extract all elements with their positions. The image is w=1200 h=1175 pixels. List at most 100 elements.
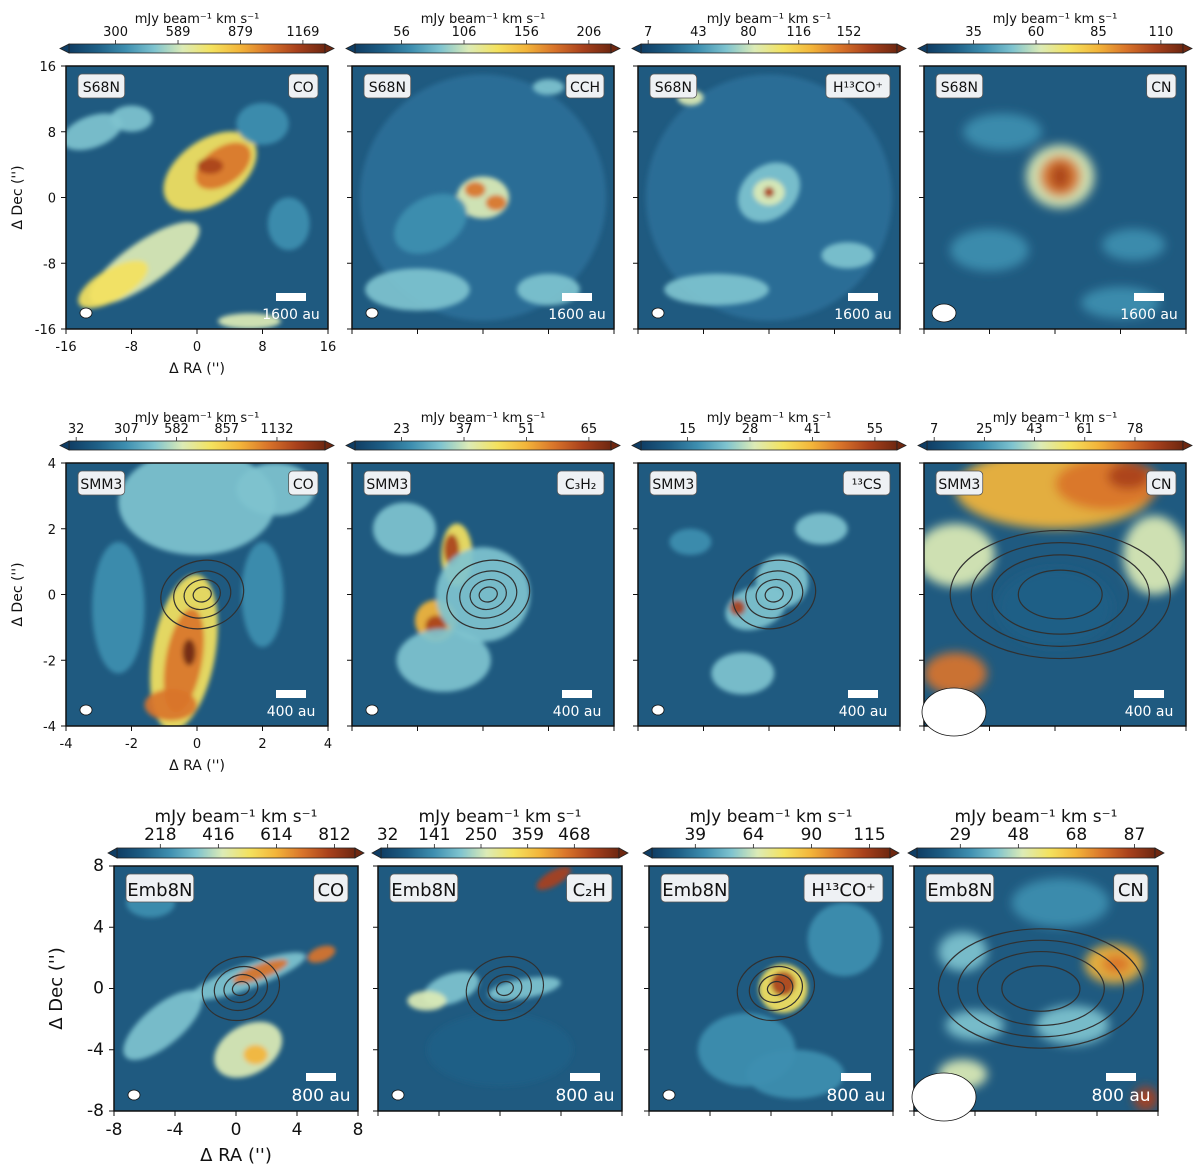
contour-line <box>160 559 245 630</box>
colorbar-tick-label: 65 <box>581 422 598 437</box>
scale-bar <box>1134 293 1164 301</box>
scale-bar-label: 800 au <box>291 1086 350 1106</box>
colorbar-tick-label: 250 <box>465 825 497 845</box>
colorbar-label: mJy beam⁻¹ km s⁻¹ <box>993 411 1118 426</box>
colorbar-tick-label: 39 <box>684 825 706 845</box>
contour-line <box>487 973 523 1004</box>
colorbar-tick-label: 32 <box>377 825 399 845</box>
scale-bar-label: 400 au <box>553 704 602 720</box>
x-tick-label: -8 <box>106 1120 123 1140</box>
line-label-box <box>313 873 349 903</box>
emission-blob <box>950 229 1029 272</box>
contour-line <box>231 980 250 997</box>
x-axis-label: Δ RA ('') <box>200 1145 272 1166</box>
emission-blob <box>1107 463 1150 490</box>
source-label: SMM3 <box>80 477 122 493</box>
emission-blob <box>144 689 197 721</box>
colorbar-tick-label: 300 <box>103 25 128 40</box>
source-label: SMM3 <box>938 477 980 493</box>
emission-blob <box>372 502 436 556</box>
scale-bar-label: 1600 au <box>548 307 606 323</box>
line-label: CN <box>1151 80 1171 96</box>
colorbar-tick-label: 43 <box>690 25 707 40</box>
colorbar-tick-label: 110 <box>1148 25 1173 40</box>
x-tick-label: -4 <box>167 1120 184 1140</box>
y-axis-label: Δ Dec ('') <box>10 165 26 229</box>
contour-line <box>736 955 816 1022</box>
x-tick-label: 8 <box>258 340 266 355</box>
source-label: Emb8N <box>927 880 992 901</box>
x-tick-label: 0 <box>231 1120 242 1140</box>
source-label: S68N <box>941 80 978 96</box>
emission-map <box>66 463 328 726</box>
source-label: SMM3 <box>652 477 694 493</box>
y-tick-label: 8 <box>93 856 104 876</box>
y-tick-label: 0 <box>48 192 56 207</box>
x-tick-label: -16 <box>55 340 76 355</box>
source-label-box <box>363 73 412 99</box>
y-axis-label: Δ Dec ('') <box>10 562 26 626</box>
emission-blob <box>795 512 848 545</box>
emission-blob <box>763 186 775 198</box>
colorbar-tick-label: 857 <box>214 422 239 437</box>
line-label-box <box>1146 73 1177 99</box>
emission-map <box>352 463 614 726</box>
colorbar-tick-label: 68 <box>1066 825 1088 845</box>
emission-blob <box>924 523 995 587</box>
emission-map <box>914 866 1158 1111</box>
source-label-box <box>660 873 730 903</box>
beam-ellipse <box>921 687 987 737</box>
source-label-box <box>389 873 459 903</box>
scale-bar <box>848 690 878 698</box>
emission-blob <box>78 260 149 309</box>
line-label: H¹³CO⁺ <box>833 80 883 96</box>
colorbar-gradient <box>916 847 1156 859</box>
emission-blob <box>163 608 205 713</box>
colorbar: mJy beam⁻¹ km s⁻¹ 35 60 85 110 <box>917 12 1193 54</box>
continuum-contours <box>937 928 1144 1049</box>
scale-bar <box>841 1073 871 1081</box>
colorbar-tick-label: 7 <box>644 25 652 40</box>
colorbar-gradient <box>926 43 1184 54</box>
emission-blob <box>110 105 153 132</box>
emission-blob <box>243 1044 268 1065</box>
colorbar-gradient <box>68 440 326 451</box>
emission-blob <box>118 463 276 556</box>
continuum-contours <box>732 559 817 630</box>
emission-blob <box>1133 1086 1158 1111</box>
x-axis-label: Δ RA ('') <box>169 361 225 377</box>
contour-line <box>748 965 803 1012</box>
colorbar-tick-label: 15 <box>679 422 696 437</box>
colorbar-tick-label: 589 <box>166 25 191 40</box>
emission-blob <box>532 79 565 95</box>
colorbar-tick-label: 90 <box>801 825 823 845</box>
colorbar-gradient <box>640 440 898 451</box>
colorbar-tick-label: 25 <box>976 422 993 437</box>
beam-ellipse <box>365 307 379 319</box>
source-label: S68N <box>83 80 120 96</box>
colorbar-tick-label: 23 <box>393 422 410 437</box>
colorbar-tick-label: 141 <box>418 825 450 845</box>
source-label: Emb8N <box>127 880 192 901</box>
emission-blob <box>365 268 470 311</box>
colorbar-label: mJy beam⁻¹ km s⁻¹ <box>419 807 582 827</box>
beam-ellipse <box>931 303 957 323</box>
emission-map <box>924 463 1186 726</box>
colorbar-gradient <box>926 440 1184 451</box>
y-tick-label: 4 <box>93 917 104 937</box>
continuum-contours <box>465 955 545 1022</box>
contour-line <box>764 586 784 603</box>
scale-bar <box>562 293 592 301</box>
colorbar-tick-label: 48 <box>1008 825 1030 845</box>
y-tick-label: -16 <box>35 323 56 338</box>
y-tick-label: -8 <box>43 257 56 272</box>
y-tick-label: 0 <box>93 979 104 999</box>
emission-blob <box>536 866 571 890</box>
colorbar: mJy beam⁻¹ km s⁻¹39 64 90 115 <box>642 807 900 859</box>
emission-blob <box>464 181 486 198</box>
colorbar-label: mJy beam⁻¹ km s⁻¹ <box>690 807 853 827</box>
colorbar-tick-label: 29 <box>949 825 971 845</box>
line-label: CCH <box>570 80 600 96</box>
colorbar-tick-label: 55 <box>867 422 884 437</box>
